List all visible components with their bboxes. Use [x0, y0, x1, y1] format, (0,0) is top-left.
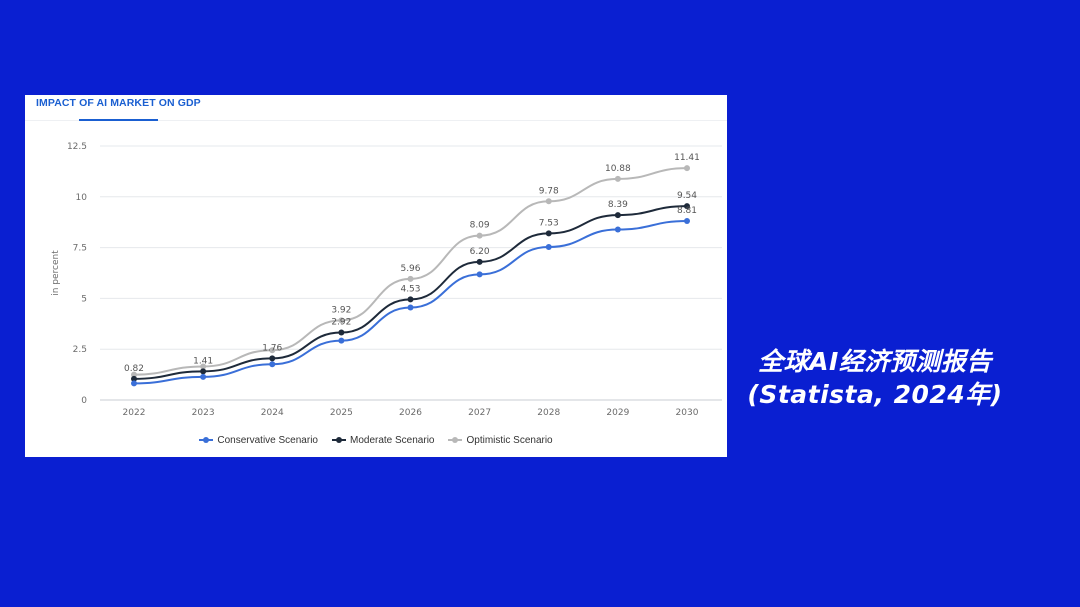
- data-label: 3.92: [331, 305, 351, 315]
- data-label: 8.81: [677, 206, 697, 216]
- data-label: 1.76: [262, 343, 282, 353]
- data-point: [131, 375, 137, 382]
- x-tick-label: 2023: [192, 408, 215, 418]
- data-label: 9.78: [539, 186, 559, 196]
- data-label: 6.20: [470, 247, 490, 257]
- data-point: [338, 329, 345, 336]
- data-point: [131, 371, 137, 378]
- legend-label: Optimistic Scenario: [466, 434, 553, 446]
- data-point: [338, 337, 345, 344]
- data-label: 0.82: [124, 364, 144, 374]
- legend: Conservative Scenario Moderate Scenario Op…: [25, 433, 727, 446]
- y-tick-label: 12.5: [67, 142, 87, 152]
- y-tick-label: 0: [81, 396, 87, 406]
- data-label: 5.96: [400, 264, 420, 274]
- x-axis-ticks: 2022 2023 2024 2025 2026 2027 2028 2029 2030: [123, 408, 699, 418]
- data-label: 9.54: [677, 191, 697, 201]
- x-tick-label: 2027: [468, 408, 491, 418]
- data-point: [269, 355, 276, 362]
- x-tick-label: 2028: [537, 408, 560, 418]
- x-tick-label: 2025: [330, 408, 353, 418]
- data-label: 1.41: [193, 356, 213, 366]
- data-point: [407, 275, 414, 282]
- data-label: 8.09: [470, 221, 490, 231]
- side-title-line2: (Statista, 2024年): [747, 380, 1003, 409]
- legend-marker: [452, 437, 459, 443]
- data-label: 11.41: [674, 153, 700, 163]
- title-divider: [25, 120, 727, 121]
- data-point: [200, 373, 207, 380]
- y-tick-label: 10: [76, 193, 88, 203]
- legend-swatch: [199, 437, 214, 443]
- y-tick-label: 5: [81, 294, 87, 304]
- data-point: [269, 347, 276, 354]
- data-point: [684, 203, 690, 210]
- legend-marker: [335, 437, 342, 443]
- data-label: 10.88: [605, 164, 631, 174]
- x-tick-label: 2030: [676, 408, 699, 418]
- x-tick-label: 2029: [606, 408, 629, 418]
- x-tick-label: 2026: [399, 408, 422, 418]
- legend-marker: [203, 437, 210, 443]
- data-labels: 3.92 5.96 8.09 9.78 10.88 11.41 0.82 1.41 1.76 2.…: [124, 153, 700, 374]
- data-point: [338, 317, 345, 324]
- data-point: [476, 258, 483, 265]
- x-tick-label: 2022: [123, 408, 146, 418]
- legend-item[interactable]: Optimistic Scenario: [448, 434, 553, 446]
- legend-label: Conservative Scenario: [217, 434, 318, 446]
- data-point: [614, 226, 621, 233]
- y-axis-ticks: 0 2.5 5 7.5 10 12.5: [67, 142, 87, 406]
- data-label: 8.39: [608, 200, 628, 210]
- data-point: [684, 217, 690, 224]
- grid-lines: [100, 145, 722, 401]
- side-title-line1: 全球AI经济预测报告: [758, 347, 992, 376]
- data-point: [407, 296, 414, 303]
- legend-swatch: [448, 437, 463, 443]
- data-point: [545, 243, 552, 250]
- side-title: 全球AI经济预测报告 (Statista, 2024年): [735, 345, 1015, 411]
- chart-card: IMPACT OF AI MARKET ON GDP 0 2.5 5 7.5 10 12.…: [25, 95, 727, 457]
- series-group: [131, 165, 690, 387]
- data-point: [684, 165, 690, 172]
- data-point: [407, 304, 414, 311]
- legend-item[interactable]: Moderate Scenario: [331, 434, 435, 446]
- y-tick-label: 2.5: [73, 345, 87, 355]
- data-point: [545, 198, 552, 205]
- chart-title: IMPACT OF AI MARKET ON GDP: [36, 97, 201, 109]
- data-point: [614, 175, 621, 182]
- data-point: [614, 212, 621, 219]
- data-point: [131, 380, 137, 387]
- y-axis-label: in percent: [51, 250, 61, 296]
- legend-item[interactable]: Conservative Scenario: [199, 435, 318, 446]
- data-point: [476, 271, 483, 278]
- data-label: 7.53: [539, 218, 559, 228]
- data-label: 2.92: [331, 318, 351, 328]
- x-tick-label: 2024: [261, 408, 284, 418]
- data-point: [200, 363, 207, 370]
- data-point: [269, 361, 276, 368]
- data-label: 4.53: [400, 284, 420, 294]
- data-point: [200, 368, 207, 375]
- data-point: [545, 230, 552, 237]
- data-point: [476, 232, 483, 239]
- legend-label: Moderate Scenario: [349, 434, 435, 446]
- legend-swatch: [331, 437, 346, 443]
- title-underline: [79, 119, 158, 121]
- y-tick-label: 7.5: [73, 244, 87, 254]
